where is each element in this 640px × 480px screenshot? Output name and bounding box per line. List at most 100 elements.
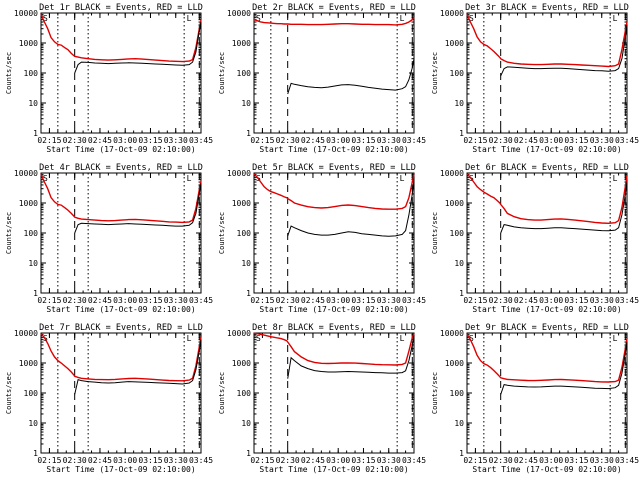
series-line-lld xyxy=(466,14,628,68)
y-tick-label: 1000 xyxy=(232,39,251,48)
panel-3: Det 3r BLACK = Events, RED = LLD 1 10 100 10… xyxy=(431,3,639,154)
x-tick-label: 02:45 xyxy=(514,136,538,145)
marker-label: L xyxy=(187,174,192,183)
x-tick-label: 03:30 xyxy=(590,296,614,305)
y-tick-label: 100 xyxy=(450,389,465,398)
y-axis-title: Counts/sec xyxy=(431,212,439,254)
x-tick-label: 02:30 xyxy=(489,136,513,145)
x-axis-title: Start Time (17-Oct-09 02:10:00) xyxy=(472,145,621,154)
y-axis-title: Counts/sec xyxy=(218,52,226,94)
x-tick-label: 02:15 xyxy=(37,136,61,145)
x-tick-label: 03:00 xyxy=(113,296,137,305)
marker-label: L xyxy=(613,334,618,343)
x-tick-label: 03:15 xyxy=(564,296,588,305)
y-tick-label: 1 xyxy=(246,129,251,138)
plot-frame xyxy=(466,332,628,454)
x-tick-label: 02:45 xyxy=(301,456,325,465)
x-tick-label: 02:45 xyxy=(88,136,112,145)
x-tick-label: 03:15 xyxy=(138,136,162,145)
panel-5: Det 5r BLACK = Events, RED = LLD 1 10 100 10… xyxy=(218,163,426,314)
y-tick-label: 10 xyxy=(241,259,251,268)
y-tick-label: 1 xyxy=(459,129,464,138)
marker-label: L xyxy=(187,14,192,23)
y-tick-label: 10 xyxy=(28,259,38,268)
x-tick-label: 03:30 xyxy=(164,296,188,305)
chart-title: Det 2r BLACK = Events, RED = LLD xyxy=(252,3,416,13)
x-tick-label: 03:15 xyxy=(351,296,375,305)
x-tick-label: 02:30 xyxy=(63,296,87,305)
x-tick-label: 02:30 xyxy=(63,136,87,145)
plot-frame xyxy=(466,12,628,134)
marker-label: S xyxy=(469,14,474,23)
marker-label: L xyxy=(613,14,618,23)
panel-9: Det 9r BLACK = Events, RED = LLD 1 10 100 10… xyxy=(431,323,639,474)
marker-label: S xyxy=(469,334,474,343)
y-tick-label: 1000 xyxy=(19,39,38,48)
chart-title: Det 3r BLACK = Events, RED = LLD xyxy=(465,3,629,13)
panel-2: Det 2r BLACK = Events, RED = LLD 1 10 100 10… xyxy=(218,3,426,154)
y-tick-label: 1000 xyxy=(232,359,251,368)
y-tick-label: 10000 xyxy=(14,169,38,178)
y-tick-label: 10 xyxy=(241,99,251,108)
x-tick-label: 03:30 xyxy=(377,136,401,145)
y-tick-label: 1 xyxy=(246,449,251,458)
series-line-events xyxy=(74,21,202,74)
x-tick-label: 03:45 xyxy=(189,136,213,145)
x-tick-label: 02:15 xyxy=(250,136,274,145)
series-line-events xyxy=(287,335,415,379)
x-tick-label: 03:15 xyxy=(564,456,588,465)
x-tick-label: 02:15 xyxy=(250,456,274,465)
x-tick-label: 02:45 xyxy=(301,136,325,145)
series-line-events xyxy=(287,179,415,237)
x-tick-label: 03:45 xyxy=(189,296,213,305)
y-tick-label: 10000 xyxy=(227,9,251,18)
x-tick-label: 03:15 xyxy=(138,296,162,305)
y-tick-label: 10000 xyxy=(227,329,251,338)
y-tick-label: 1 xyxy=(33,129,38,138)
x-tick-label: 02:15 xyxy=(463,456,487,465)
y-tick-label: 10000 xyxy=(440,9,464,18)
y-tick-label: 100 xyxy=(237,229,252,238)
x-tick-label: 03:45 xyxy=(402,296,426,305)
x-axis-title: Start Time (17-Oct-09 02:10:00) xyxy=(259,305,408,314)
y-tick-label: 1000 xyxy=(232,199,251,208)
y-axis-title: Counts/sec xyxy=(5,372,13,414)
x-tick-label: 03:30 xyxy=(590,136,614,145)
marker-label: L xyxy=(187,334,192,343)
y-tick-label: 100 xyxy=(24,229,39,238)
y-tick-label: 1000 xyxy=(445,199,464,208)
marker-label: S xyxy=(43,174,48,183)
x-tick-label: 02:15 xyxy=(37,456,61,465)
series-line-lld xyxy=(253,173,415,210)
y-axis-title: Counts/sec xyxy=(218,372,226,414)
x-tick-label: 03:45 xyxy=(615,136,639,145)
x-tick-label: 02:30 xyxy=(489,456,513,465)
x-tick-label: 02:30 xyxy=(489,296,513,305)
x-tick-label: 03:00 xyxy=(539,136,563,145)
panel-7: Det 7r BLACK = Events, RED = LLD 1 10 100 10… xyxy=(5,323,213,474)
series-line-lld xyxy=(40,14,202,63)
x-tick-label: 02:30 xyxy=(276,136,300,145)
series-line-lld xyxy=(253,332,415,366)
panel-1: Det 1r BLACK = Events, RED = LLD 1 10 100 10… xyxy=(5,3,213,154)
x-tick-label: 02:15 xyxy=(37,296,61,305)
x-tick-label: 03:30 xyxy=(164,136,188,145)
x-axis-title: Start Time (17-Oct-09 02:10:00) xyxy=(472,465,621,474)
y-tick-label: 1000 xyxy=(445,39,464,48)
x-axis-title: Start Time (17-Oct-09 02:10:00) xyxy=(46,145,195,154)
series-line-lld xyxy=(253,17,415,26)
x-tick-label: 03:45 xyxy=(615,456,639,465)
y-tick-label: 10 xyxy=(454,419,464,428)
y-tick-label: 10000 xyxy=(14,9,38,18)
y-tick-label: 10 xyxy=(28,99,38,108)
plot-frame xyxy=(466,172,628,294)
x-tick-label: 03:00 xyxy=(326,456,350,465)
marker-label: S xyxy=(43,14,48,23)
y-axis-title: Counts/sec xyxy=(218,212,226,254)
x-tick-label: 02:30 xyxy=(276,456,300,465)
x-axis-title: Start Time (17-Oct-09 02:10:00) xyxy=(46,465,195,474)
marker-label: L xyxy=(400,174,405,183)
series-line-events xyxy=(287,58,415,95)
series-line-lld xyxy=(466,334,628,383)
x-tick-label: 03:15 xyxy=(351,456,375,465)
